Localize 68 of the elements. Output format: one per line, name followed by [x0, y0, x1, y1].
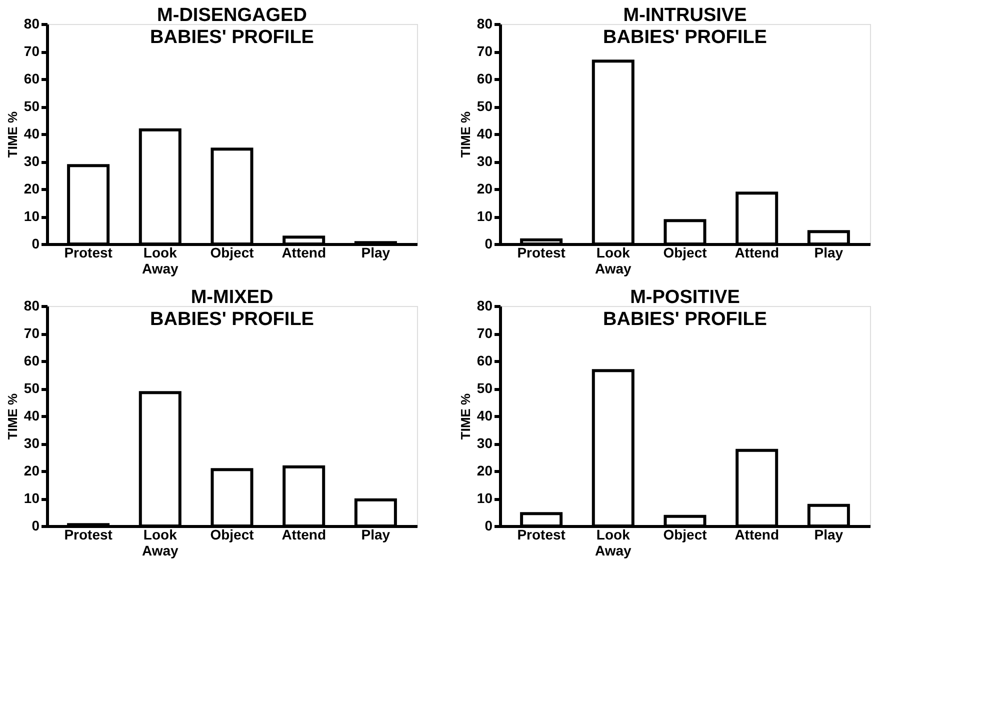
y-tick-label: 70 — [24, 43, 40, 59]
x-tick-label: Object — [210, 526, 254, 542]
x-tick-label: Attend — [734, 244, 780, 260]
text: BABIES' PROFILE — [603, 27, 767, 48]
x-tick-label: Play — [814, 526, 844, 542]
y-tick-label: 0 — [32, 236, 40, 252]
y-tick-label: 70 — [476, 43, 493, 59]
y-tick-label: 50 — [476, 98, 493, 114]
text: BABIES' PROFILE — [603, 309, 767, 330]
x-tick-label: Look Away — [594, 244, 632, 276]
y-tick-label: 20 — [24, 462, 40, 478]
x-tick-label: Object — [663, 526, 708, 542]
y-tick-label: 10 — [476, 208, 493, 224]
y-axis-title: TIME % — [458, 392, 473, 440]
y-tick-label: 0 — [32, 518, 40, 534]
y-tick-label: 60 — [476, 352, 493, 368]
y-tick-label: 40 — [476, 408, 493, 424]
y-tick-label: 50 — [476, 380, 493, 396]
text: M-POSITIVE — [630, 287, 740, 308]
x-tick-label: Attend — [282, 526, 326, 542]
y-tick-label: 20 — [24, 180, 40, 196]
y-tick-label: 40 — [476, 126, 493, 142]
y-tick-label: 10 — [476, 490, 493, 506]
x-tick-label: Look Away — [142, 244, 179, 276]
y-tick-label: 10 — [24, 490, 40, 506]
y-tick-label: 60 — [24, 352, 40, 368]
x-tick-label: Object — [663, 244, 708, 260]
y-tick-label: 30 — [476, 153, 493, 169]
text: M-INTRUSIVE — [623, 5, 747, 26]
x-tick-label: Protest — [64, 526, 113, 542]
y-tick-label: 20 — [476, 180, 493, 196]
y-axis-title: TIME % — [4, 110, 20, 158]
x-tick-label: Protest — [517, 526, 566, 542]
text: M-MIXED — [190, 287, 274, 308]
x-tick-label: Look Away — [142, 526, 179, 558]
y-tick-label: 30 — [476, 435, 493, 451]
text: BABIES' PROFILE — [150, 309, 314, 330]
y-tick-label: 80 — [24, 16, 40, 32]
y-tick-label: 30 — [24, 153, 40, 169]
y-tick-label: 70 — [24, 325, 40, 341]
y-axis-title: TIME % — [458, 110, 473, 158]
y-tick-label: 50 — [24, 380, 40, 396]
x-tick-label: Play — [361, 526, 390, 542]
x-tick-label: Object — [210, 244, 254, 260]
x-tick-label: Play — [361, 244, 390, 260]
y-tick-label: 80 — [476, 298, 493, 314]
x-tick-label: Look Away — [594, 526, 632, 558]
x-tick-label: Protest — [64, 244, 113, 260]
y-tick-label: 10 — [24, 208, 40, 224]
y-tick-label: 20 — [476, 462, 493, 478]
text: M-DISENGAGED — [157, 5, 307, 26]
x-tick-label: Protest — [517, 244, 566, 260]
y-tick-label: 0 — [484, 236, 493, 252]
text: BABIES' PROFILE — [150, 27, 314, 48]
y-tick-label: 80 — [24, 298, 40, 314]
y-tick-label: 60 — [476, 70, 493, 86]
y-tick-label: 80 — [476, 16, 493, 32]
y-tick-label: 40 — [24, 126, 40, 142]
y-tick-label: 70 — [476, 325, 493, 341]
x-tick-label: Attend — [282, 244, 326, 260]
x-tick-label: Attend — [734, 526, 780, 542]
y-tick-label: 60 — [24, 70, 40, 86]
y-axis-title: TIME % — [4, 392, 20, 440]
x-tick-label: Play — [814, 244, 844, 260]
y-tick-label: 0 — [484, 518, 493, 534]
y-tick-label: 30 — [24, 435, 40, 451]
y-tick-label: 50 — [24, 98, 40, 114]
y-tick-label: 40 — [24, 408, 40, 424]
